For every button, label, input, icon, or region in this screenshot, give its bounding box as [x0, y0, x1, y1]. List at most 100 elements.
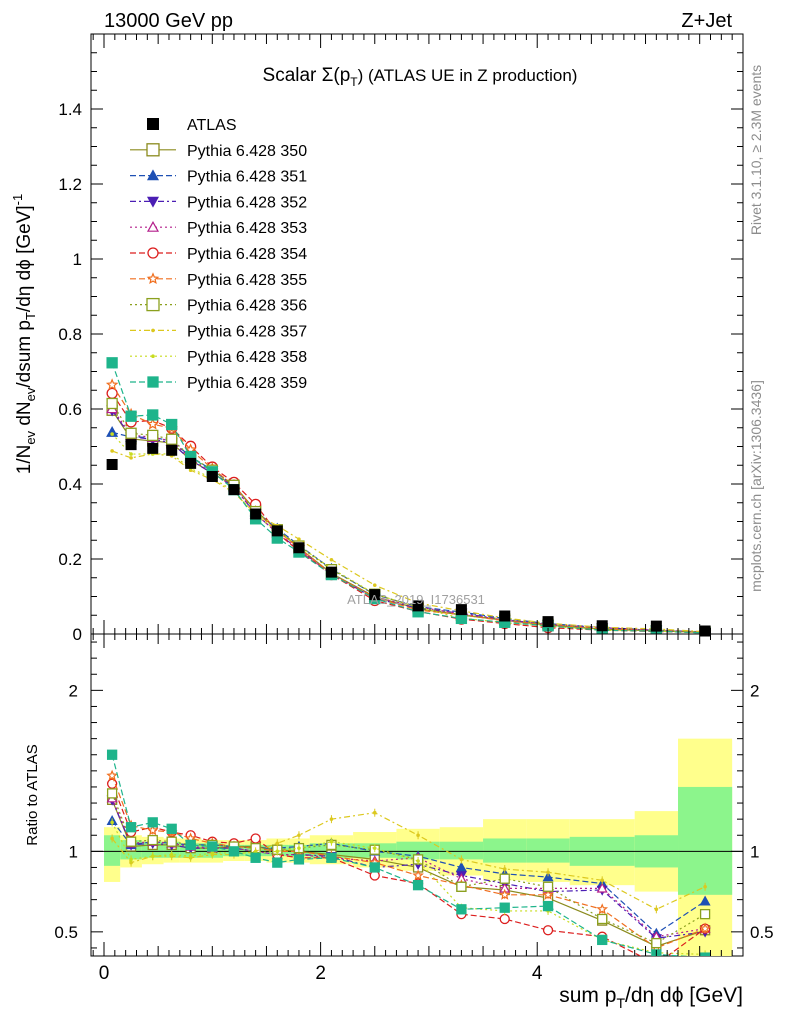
data-point [699, 922, 711, 934]
data-point [207, 841, 218, 852]
y-axis-label: 1/Nev dNev/dsum pT/dη dϕ [GeV]-1 [10, 194, 38, 475]
atlas-point [650, 620, 662, 632]
y-tick-label: 0.2 [58, 550, 82, 569]
data-point [546, 870, 550, 875]
legend-label: Pythia 6.428 355 [187, 272, 307, 289]
data-point [210, 851, 215, 855]
data-point [146, 417, 159, 430]
legend-marker [146, 143, 160, 157]
legend: ATLAS Pythia 6.428 350 Pythia 6.428 351 Pyt… [130, 117, 307, 392]
data-point [499, 913, 510, 925]
data-point [228, 846, 240, 857]
atlas-point [250, 508, 262, 520]
data-point [654, 907, 659, 912]
data-point [272, 857, 283, 868]
data-point [542, 888, 554, 900]
data-point [416, 833, 420, 838]
data-point [699, 908, 711, 920]
atlas-point [293, 542, 305, 554]
data-point [250, 852, 261, 863]
bottom-panel [90, 633, 744, 957]
data-point [372, 846, 377, 850]
band-inner [678, 786, 733, 895]
legend-marker [146, 297, 160, 312]
atlas-point [455, 604, 467, 616]
data-point [275, 849, 280, 854]
data-point [456, 881, 467, 892]
data-point [110, 432, 114, 436]
y-tick-label: 1.4 [58, 100, 82, 119]
data-point [275, 841, 280, 846]
data-point [412, 880, 424, 891]
legend-marker [146, 196, 160, 208]
x-tick-label: 2 [315, 963, 326, 984]
data-point [542, 881, 554, 892]
data-point [329, 839, 334, 844]
legend-label: Pythia 6.428 351 [187, 169, 307, 186]
data-point [297, 537, 301, 541]
band-inner [526, 838, 570, 863]
bottom-frame [90, 633, 744, 957]
data-point [297, 833, 301, 838]
y-tick-label: 0.6 [58, 400, 82, 419]
data-point [106, 397, 118, 410]
data-point [329, 557, 334, 562]
data-point [703, 884, 707, 889]
data-point [412, 869, 424, 881]
legend-marker [147, 118, 159, 130]
data-point [125, 410, 137, 422]
data-point [326, 852, 337, 863]
data-point [651, 937, 662, 949]
data-point [110, 820, 114, 825]
data-point [110, 836, 114, 841]
atlas-point [499, 610, 511, 622]
header-left: 13000 GeV pp [104, 10, 233, 32]
atlas-point [596, 620, 608, 632]
legend-marker [146, 220, 160, 232]
legend-marker [151, 328, 155, 333]
watermark: ATLAS_2019_I1736531 [347, 592, 485, 607]
legend-label: Pythia 6.428 356 [187, 298, 307, 315]
y-tick-label: 1 [73, 250, 82, 269]
top-panel: ATLAS_2019_I1736531 Scalar Σ(pT) (ATLAS … [90, 33, 744, 637]
data-point [166, 418, 178, 431]
data-point [166, 823, 177, 834]
ratio-y-axis-label: Ratio to ATLAS [24, 744, 41, 845]
ratio-tick-label: 1 [69, 842, 78, 861]
legend-label: Pythia 6.428 353 [187, 220, 307, 237]
data-point [372, 810, 377, 815]
ratio-tick-label-right: 0.5 [750, 923, 774, 942]
data-point [596, 903, 609, 915]
data-point [125, 836, 137, 847]
atlas-point [125, 439, 137, 451]
data-point [502, 867, 507, 871]
legend-label: ATLAS [187, 117, 237, 134]
data-point [147, 409, 159, 421]
legend-label: Pythia 6.428 358 [187, 349, 307, 366]
x-tick-label: 4 [532, 963, 543, 984]
legend-label: Pythia 6.428 354 [187, 246, 307, 263]
data-point [459, 857, 464, 862]
data-point [455, 861, 467, 872]
side-rivet: Rivet 3.1.10, ≥ 2.3M events [748, 65, 764, 235]
series-ratio-359 [106, 749, 711, 956]
y-tick-label: 1.2 [58, 175, 82, 194]
data-point [106, 426, 119, 437]
ratio-plot-area [91, 738, 743, 956]
data-point [369, 862, 380, 873]
band-inner [483, 838, 527, 863]
atlas-point [147, 442, 159, 454]
data-point [596, 882, 608, 893]
data-point [597, 913, 608, 925]
legend-label: Pythia 6.428 350 [187, 143, 307, 160]
data-point [125, 822, 137, 833]
series-atlas [106, 439, 711, 637]
atlas-point [412, 600, 424, 612]
atlas-point [206, 471, 218, 482]
legend-marker [146, 272, 160, 285]
data-point [110, 449, 114, 453]
data-point [297, 846, 301, 850]
atlas-point [106, 459, 118, 470]
header-right: Z+Jet [681, 10, 732, 32]
